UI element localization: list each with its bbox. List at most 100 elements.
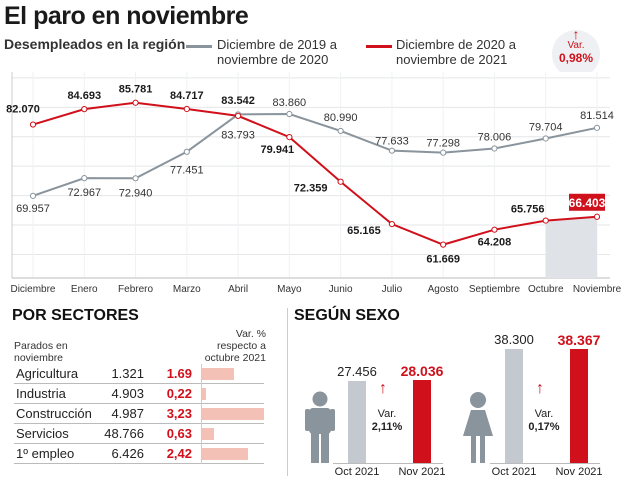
data-label: 79.941 — [261, 144, 295, 156]
x-tick-label: Octubre — [528, 284, 564, 295]
data-point — [542, 217, 549, 224]
arrow-up-icon: ↑ — [536, 380, 544, 397]
data-point — [491, 145, 498, 152]
bar-oct — [505, 349, 523, 463]
x-tick-label: Julio — [382, 284, 403, 295]
arrow-up-icon: ↑ — [572, 26, 580, 42]
data-label: 82.070 — [6, 104, 40, 116]
data-point — [286, 133, 293, 141]
data-label: 83.793 — [221, 129, 255, 141]
data-label: 65.756 — [511, 204, 545, 216]
value-nov: 38.367 — [557, 332, 601, 348]
data-point — [29, 192, 37, 199]
man-icon — [305, 391, 335, 463]
data-label: 65.165 — [347, 225, 381, 237]
sector-var-bar — [202, 428, 215, 440]
data-point — [29, 121, 37, 128]
data-point — [132, 175, 139, 182]
arrow-up-icon: ↑ — [379, 380, 387, 397]
x-tick-label: Mayo — [277, 284, 302, 295]
sector-var-bar — [202, 448, 249, 460]
data-label: 83.860 — [273, 97, 307, 109]
data-label: 66.403 — [569, 196, 606, 210]
legend-gray-line — [186, 45, 212, 48]
legend-gray-label: Diciembre de 2019 a noviembre de 2020 — [217, 37, 337, 67]
sector-var: 2,42 — [166, 446, 192, 461]
x-tick-label: Septiembre — [469, 284, 521, 295]
sector-parados: 1.321 — [111, 366, 144, 381]
var-value: 2,11% — [371, 421, 403, 433]
sector-var: 0,22 — [166, 386, 192, 401]
sector-var-bar — [202, 368, 235, 380]
sector-parados: 4.903 — [111, 386, 144, 401]
data-point — [132, 99, 139, 106]
value-oct: 27.456 — [337, 364, 377, 380]
woman-icon — [463, 392, 493, 463]
sex-title: SEGÚN SEXO — [294, 307, 400, 324]
data-point — [593, 213, 601, 220]
line-chart: Diciembre Enero Febrero Marzo Abril Mayo Junio… — [6, 72, 622, 295]
data-label: 69.957 — [16, 203, 50, 215]
data-point — [286, 110, 293, 118]
table-row: Servicios 48.766 0,63 — [14, 424, 264, 444]
sector-name: 1º empleo — [16, 446, 75, 461]
x-tick-label: Febrero — [118, 284, 153, 295]
data-point — [388, 147, 396, 154]
data-label: 83.542 — [221, 95, 255, 107]
bar-oct — [348, 381, 366, 463]
data-label: 72.940 — [119, 187, 153, 199]
data-label: 80.990 — [324, 112, 358, 124]
data-point — [440, 149, 447, 156]
x-tick-label: Diciembre — [10, 284, 55, 295]
sector-name: Construcción — [16, 406, 92, 421]
table-row: 1º empleo 6.426 2,42 — [14, 444, 264, 464]
data-label: 77.633 — [375, 136, 409, 148]
data-point — [542, 135, 549, 142]
sectors-title: POR SECTORES — [12, 307, 139, 324]
sector-var-bar — [202, 408, 264, 420]
sectors-col2-header: Var. % respecto a octubre 2021 — [204, 328, 266, 364]
x-tick-label: Enero — [71, 284, 98, 295]
data-label: 61.669 — [426, 254, 460, 266]
sector-parados: 48.766 — [104, 426, 144, 441]
data-label: 77.298 — [426, 138, 460, 150]
x-tick-label: Marzo — [173, 284, 201, 295]
value-oct: 38.300 — [494, 332, 534, 348]
data-point — [337, 178, 344, 185]
data-label: 64.208 — [478, 237, 512, 249]
value-nov: 28.036 — [400, 362, 444, 379]
bar-nov — [570, 349, 588, 463]
plot-area — [12, 72, 610, 278]
data-label: 72.967 — [67, 187, 101, 199]
data-point — [491, 226, 498, 233]
x-label-oct: Oct 2021 — [491, 466, 537, 478]
subtitle: Desempleados en la región — [4, 36, 186, 52]
table-row: Agricultura 1.321 1.69 — [14, 364, 264, 384]
series-line-2020 — [32, 113, 598, 197]
data-point — [593, 124, 601, 131]
sectors-col1-header: Parados en noviembre — [14, 340, 68, 364]
sector-parados: 4.987 — [111, 406, 144, 421]
var-value: 0,17% — [528, 421, 560, 433]
sector-var: 0,63 — [166, 426, 192, 441]
data-point — [81, 106, 88, 113]
legend-red-line — [366, 45, 392, 48]
data-point — [183, 148, 190, 155]
sector-name: Industria — [16, 386, 66, 401]
x-tick-label: Abril — [228, 284, 248, 295]
variation-badge: ↑ Var. 0,98% — [552, 26, 600, 78]
data-point — [183, 105, 190, 113]
data-point — [337, 127, 344, 135]
data-point — [388, 220, 396, 228]
sector-name: Servicios — [16, 426, 69, 441]
page-title: El paro en noviembre — [4, 2, 249, 30]
sector-name: Agricultura — [16, 366, 79, 381]
sector-var-bar — [202, 388, 207, 400]
sector-var: 3,23 — [166, 406, 192, 421]
data-point — [234, 112, 242, 119]
legend-red-label: Diciembre de 2020 a noviembre de 2021 — [396, 37, 516, 67]
var-label: Var. — [534, 408, 554, 420]
table-row: Industria 4.903 0,22 — [14, 384, 264, 404]
table-row: Construcción 4.987 3,23 — [14, 404, 264, 424]
var-label: Var. — [377, 408, 397, 420]
